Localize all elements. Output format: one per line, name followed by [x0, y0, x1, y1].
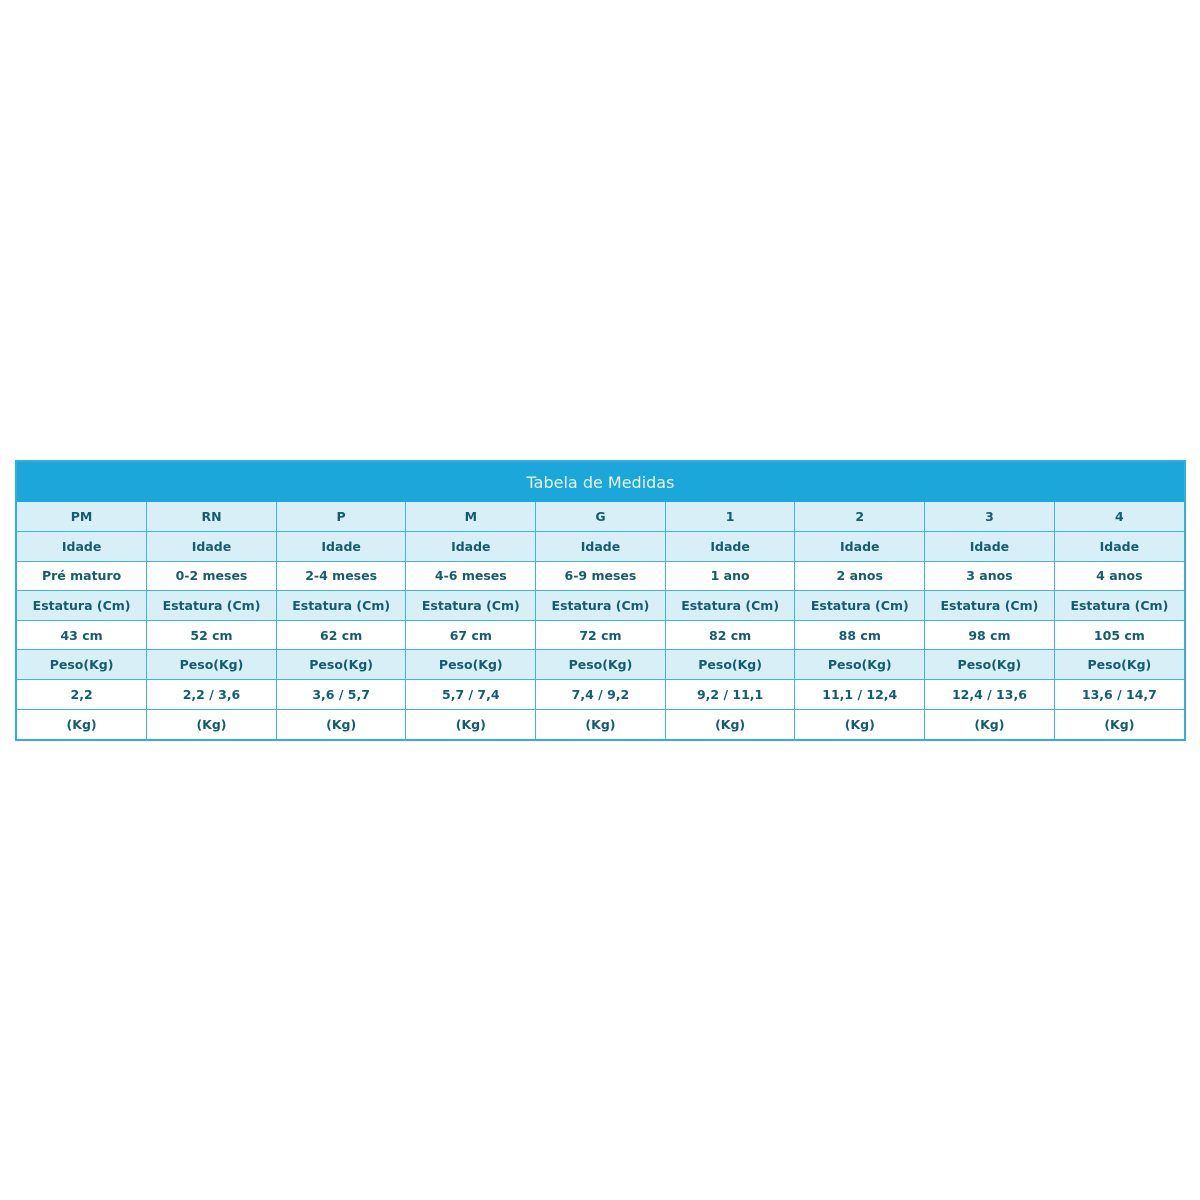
table-cell: 2 — [794, 502, 926, 533]
table-cell: 43 cm — [17, 619, 148, 651]
table-cell: Estatura (Cm) — [1053, 590, 1184, 621]
table-cell: 4 — [1053, 502, 1184, 533]
table-cell: 12,4 / 13,6 — [924, 679, 1055, 710]
table-cell: Estatura (Cm) — [17, 590, 148, 621]
table-cell: Estatura (Cm) — [275, 590, 407, 621]
table-cell: 6-9 meses — [535, 560, 666, 592]
table-cell: 3,6 / 5,7 — [275, 679, 407, 710]
table-cell: Peso(Kg) — [17, 649, 148, 681]
table-cell: Idade — [17, 531, 148, 562]
table-cell: 7,4 / 9,2 — [535, 679, 666, 710]
table-cell: 67 cm — [405, 619, 537, 651]
table-cell: (Kg) — [794, 708, 926, 739]
table-row: (Kg) (Kg) (Kg) (Kg) (Kg) (Kg) (Kg) (Kg) (Kg) — [17, 708, 1184, 739]
table-cell: Idade — [794, 531, 926, 562]
table-cell: Peso(Kg) — [1053, 649, 1184, 681]
table-cell: 2 anos — [794, 560, 926, 592]
table-cell: 2,2 — [17, 679, 148, 710]
table-cell: Idade — [924, 531, 1055, 562]
table-cell: PM — [17, 502, 148, 533]
table-cell: (Kg) — [275, 708, 407, 739]
table-cell: 5,7 / 7,4 — [405, 679, 537, 710]
table-cell: Estatura (Cm) — [535, 590, 666, 621]
table-cell: (Kg) — [146, 708, 277, 739]
table-cell: 4 anos — [1053, 560, 1184, 592]
table-cell: Estatura (Cm) — [664, 590, 796, 621]
table-cell: 2-4 meses — [275, 560, 407, 592]
table-cell: Idade — [405, 531, 537, 562]
table-cell: Idade — [275, 531, 407, 562]
table-row: 43 cm 52 cm 62 cm 67 cm 72 cm 82 cm 88 cm 98 cm… — [17, 619, 1184, 651]
table-cell: (Kg) — [535, 708, 666, 739]
table-row: Peso(Kg) Peso(Kg) Peso(Kg) Peso(Kg) Peso(Kg)… — [17, 649, 1184, 681]
table-cell: 4-6 meses — [405, 560, 537, 592]
table-cell: Peso(Kg) — [405, 649, 537, 681]
table-cell: 13,6 / 14,7 — [1053, 679, 1184, 710]
table-cell: 82 cm — [664, 619, 796, 651]
table-cell: (Kg) — [664, 708, 796, 739]
table-cell: Peso(Kg) — [664, 649, 796, 681]
table-cell: 52 cm — [146, 619, 277, 651]
table-cell: Estatura (Cm) — [405, 590, 537, 621]
table-cell: Estatura (Cm) — [794, 590, 926, 621]
table-cell: Estatura (Cm) — [146, 590, 277, 621]
table-cell: 3 — [924, 502, 1055, 533]
table-cell: 3 anos — [924, 560, 1055, 592]
table-cell: Peso(Kg) — [146, 649, 277, 681]
size-header-row: PM RN P M G 1 2 3 4 — [17, 502, 1184, 533]
table-row: Pré maturo 0-2 meses 2-4 meses 4-6 meses 6-9… — [17, 560, 1184, 592]
table-cell: Idade — [1053, 531, 1184, 562]
table-cell: 62 cm — [275, 619, 407, 651]
table-cell: Peso(Kg) — [535, 649, 666, 681]
table-row: Idade Idade Idade Idade Idade Idade Idade Idade… — [17, 531, 1184, 562]
table-cell: (Kg) — [1053, 708, 1184, 739]
table-cell: G — [535, 502, 666, 533]
size-table: Tabela de Medidas PM RN P M G 1 2 3 4 Idade Idade I… — [15, 460, 1186, 741]
table-cell: (Kg) — [924, 708, 1055, 739]
table-cell: Idade — [146, 531, 277, 562]
table-cell: 72 cm — [535, 619, 666, 651]
table-cell: Pré maturo — [17, 560, 148, 592]
table-cell: P — [275, 502, 407, 533]
table-row: 2,2 2,2 / 3,6 3,6 / 5,7 5,7 / 7,4 7,4 / 9,2 9… — [17, 679, 1184, 710]
table-cell: 105 cm — [1053, 619, 1184, 651]
table-cell: Idade — [664, 531, 796, 562]
table-cell: 1 — [664, 502, 796, 533]
table-cell: Peso(Kg) — [924, 649, 1055, 681]
table-cell: 98 cm — [924, 619, 1055, 651]
table-cell: Peso(Kg) — [794, 649, 926, 681]
table-cell: (Kg) — [405, 708, 537, 739]
table-cell: Estatura (Cm) — [924, 590, 1055, 621]
table-cell: 88 cm — [794, 619, 926, 651]
table-cell: 9,2 / 11,1 — [664, 679, 796, 710]
size-grid: PM RN P M G 1 2 3 4 Idade Idade Idade Idade Idade Idad… — [17, 502, 1184, 739]
table-row: Estatura (Cm) Estatura (Cm) Estatura (Cm) E… — [17, 590, 1184, 621]
table-cell: 0-2 meses — [146, 560, 277, 592]
table-cell: RN — [146, 502, 277, 533]
table-cell: 2,2 / 3,6 — [146, 679, 277, 710]
table-cell: (Kg) — [17, 708, 148, 739]
table-cell: 1 ano — [664, 560, 796, 592]
table-cell: M — [405, 502, 537, 533]
table-cell: Idade — [535, 531, 666, 562]
table-cell: 11,1 / 12,4 — [794, 679, 926, 710]
table-title: Tabela de Medidas — [17, 462, 1184, 502]
table-cell: Peso(Kg) — [275, 649, 407, 681]
